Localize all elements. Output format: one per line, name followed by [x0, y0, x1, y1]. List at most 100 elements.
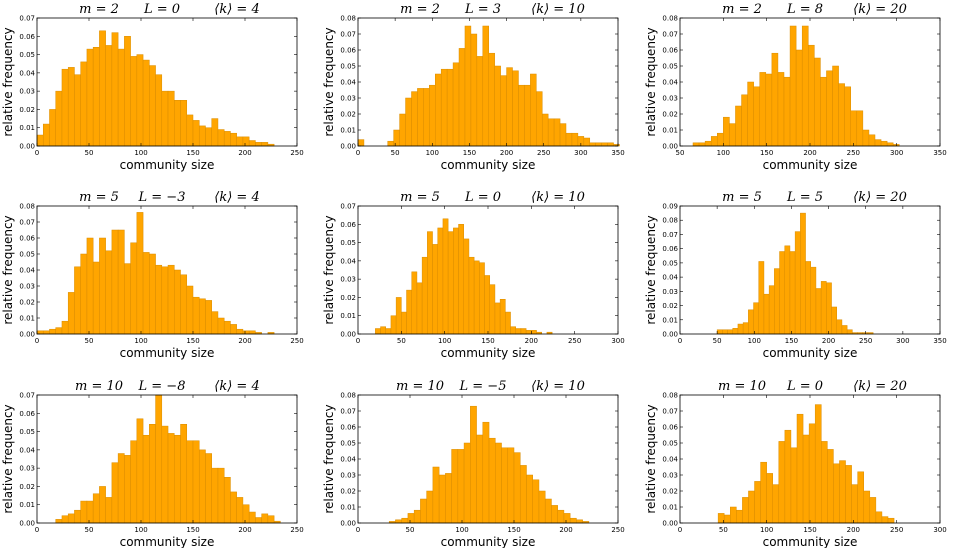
histogram-bar: [476, 56, 484, 147]
x-tick-label: 150: [186, 526, 199, 534]
histogram-bar: [130, 242, 138, 335]
x-axis-label: community size: [441, 535, 536, 548]
title-L: L = −8: [138, 379, 186, 394]
histogram-bar: [205, 300, 212, 335]
histogram-bar: [86, 237, 94, 335]
x-tick-label: 300: [611, 337, 624, 345]
histogram-bar: [501, 447, 509, 524]
histogram-bar: [142, 59, 150, 147]
histogram-bar: [445, 473, 452, 524]
y-tick-label: 0.05: [19, 251, 35, 259]
y-tick-label: 0.07: [662, 231, 678, 239]
histogram-bar: [753, 302, 759, 335]
x-axis-label: community size: [441, 158, 536, 172]
histogram-bar: [432, 466, 440, 524]
x-tick-label: 100: [426, 149, 439, 157]
histogram-bar: [790, 447, 798, 524]
histogram-bar: [180, 100, 188, 147]
x-tick-label: 50: [719, 526, 728, 534]
y-tick-label: 0.02: [662, 302, 678, 310]
histogram-bar: [856, 110, 864, 147]
title-L: L = −5: [459, 379, 507, 394]
x-tick-label: 50: [85, 149, 94, 157]
y-axis-label: relative frequency: [322, 215, 336, 324]
histogram-bar: [429, 84, 436, 147]
y-tick-label: 0.01: [340, 312, 356, 320]
histogram-bar: [831, 306, 837, 335]
histogram-bar: [167, 433, 175, 524]
histogram-bar: [161, 266, 169, 335]
title-L: L = −3: [138, 190, 186, 205]
histogram-bar: [532, 479, 540, 524]
histogram-bar: [99, 237, 106, 335]
histogram-bar: [832, 65, 839, 147]
histogram-bar: [267, 515, 275, 524]
histogram-bar: [814, 404, 822, 524]
x-tick-label: 200: [238, 149, 251, 157]
x-axis-label: community size: [120, 535, 215, 548]
histogram-bar: [758, 261, 765, 335]
y-tick-label: 0.01: [662, 504, 678, 512]
histogram-bar: [463, 238, 470, 335]
histogram-bar: [205, 127, 212, 147]
histogram-bar: [167, 264, 175, 335]
histogram-bar: [407, 513, 415, 524]
histogram-bar: [500, 75, 507, 147]
histogram-bar: [411, 91, 418, 147]
histogram-bar: [380, 326, 386, 335]
histogram-bar: [223, 131, 231, 147]
histogram-bar: [795, 49, 803, 147]
histogram-bar: [748, 309, 754, 335]
histogram-bar: [248, 511, 256, 524]
histogram-bar: [777, 72, 785, 147]
y-tick-label: 0.02: [662, 111, 678, 119]
x-tick-label: 200: [803, 149, 816, 157]
histogram-bar: [836, 319, 843, 335]
histogram-bar: [142, 252, 150, 335]
histogram-bar: [875, 511, 883, 524]
x-tick-label: 100: [134, 149, 147, 157]
title-k: ⟨k⟩ = 10: [531, 379, 585, 394]
histogram-bar: [768, 285, 775, 335]
y-tick-label: 0.01: [19, 315, 35, 323]
histogram-bar: [242, 330, 250, 335]
histogram-bar: [192, 296, 200, 335]
histogram-bar: [722, 329, 728, 335]
x-tick-label: 200: [525, 337, 538, 345]
histogram-bar: [845, 465, 852, 524]
title-m: m = 2: [722, 2, 762, 17]
histogram-bar: [198, 125, 206, 147]
histogram-bar: [519, 465, 527, 524]
title-L: L = 5: [786, 190, 823, 205]
x-axis-label: community size: [441, 346, 536, 360]
x-tick-label: 150: [481, 337, 494, 345]
histogram-bar: [261, 142, 269, 147]
histogram-bar: [862, 129, 870, 147]
histogram-bar: [541, 113, 549, 147]
y-tick-label: 0.07: [340, 408, 356, 416]
y-tick-label: 0.07: [340, 203, 356, 211]
histogram-bar: [230, 132, 237, 147]
histogram-bar: [510, 326, 516, 335]
histogram-bar: [489, 284, 496, 335]
title-m: m = 2: [79, 2, 119, 17]
histogram-bar: [704, 140, 712, 147]
histogram-bar: [427, 231, 433, 335]
x-tick-label: 250: [847, 149, 860, 157]
histogram-bar: [111, 462, 119, 524]
y-tick-label: 0.05: [340, 440, 356, 448]
x-tick-label: 50: [391, 149, 400, 157]
histogram-bar: [161, 425, 169, 524]
y-tick-label: 0.04: [19, 446, 35, 454]
histogram-bar: [470, 405, 477, 524]
x-tick-label: 100: [760, 526, 773, 534]
title-k: ⟨k⟩ = 4: [214, 379, 259, 394]
histogram-bar: [789, 25, 797, 147]
histogram-bar: [180, 424, 188, 524]
histogram-panel-3: 50 100 150 200 250 300 350 0.00 0.01 0.02 0.03 0.04…: [644, 2, 947, 172]
histogram-bar: [413, 509, 421, 524]
histogram-bar: [55, 519, 63, 524]
histogram-bar: [74, 74, 81, 147]
histogram-bar: [149, 65, 156, 147]
